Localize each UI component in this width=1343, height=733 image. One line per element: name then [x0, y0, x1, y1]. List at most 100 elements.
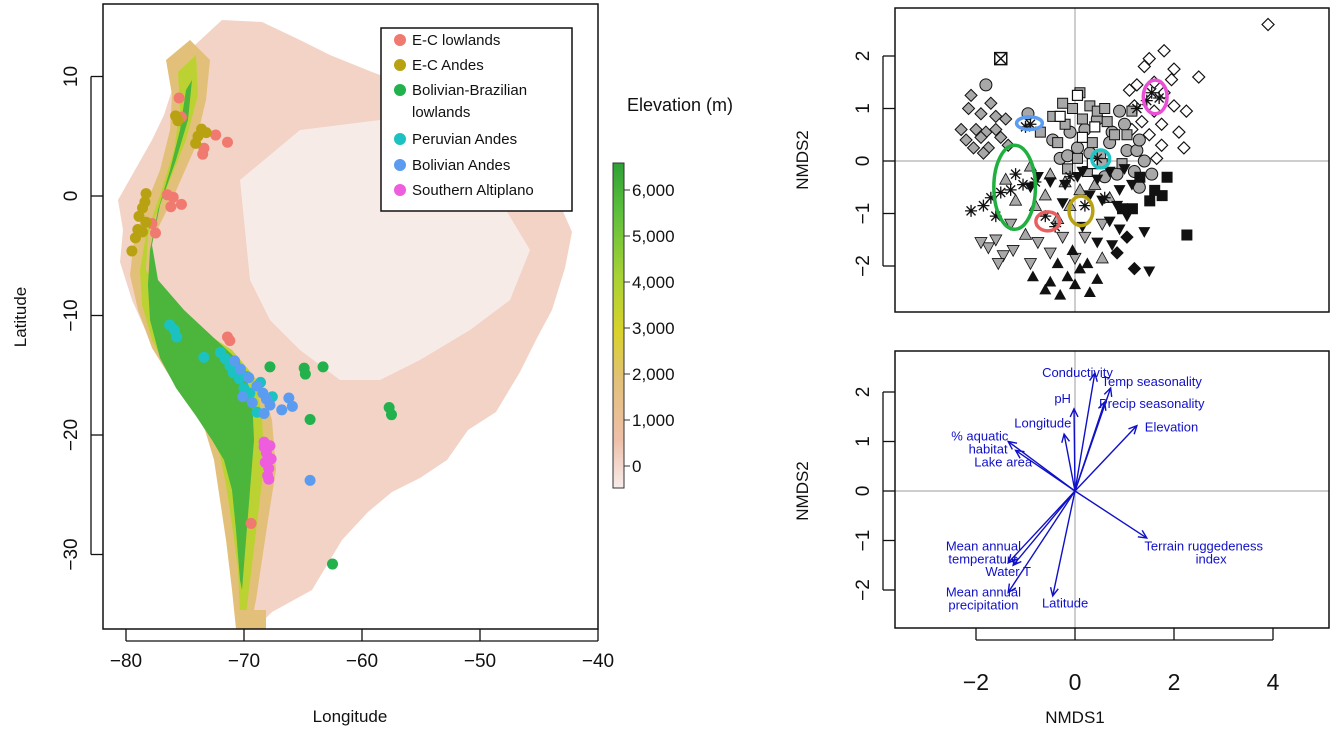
map-point: [304, 474, 316, 486]
env-vector-arrow: [1073, 408, 1076, 492]
site-marker-diamond-gray: [961, 101, 976, 116]
map-point: [197, 148, 209, 160]
site-marker-circle-gray: [1061, 149, 1075, 163]
legend-marker: [394, 59, 406, 71]
env-vector-arrow: [1074, 373, 1096, 492]
map-point: [167, 191, 179, 203]
map-point: [245, 517, 257, 529]
colorbar-gradient: [612, 162, 625, 489]
site-marker-triangle-gray: [1095, 251, 1109, 264]
legend-label: lowlands: [412, 104, 470, 121]
legend-label: E-C lowlands: [412, 32, 500, 49]
site-marker-square-x-cross: [994, 52, 1008, 66]
site-marker-triangle-down-gray: [1006, 245, 1020, 258]
site-marker-triangle-filled: [1091, 273, 1104, 284]
site-marker-diamond-gray: [994, 130, 1008, 145]
map-point: [237, 391, 249, 403]
legend-box: [380, 27, 573, 212]
map-y-tick-label: 10: [61, 66, 82, 87]
site-marker-diamond-gray: [969, 122, 983, 137]
site-marker-square-filled: [1117, 203, 1129, 215]
map-point: [175, 198, 187, 210]
env-vector-label: pH: [1054, 391, 1071, 406]
nmds-sites-panel: 2 1 0 −1 −2 NMDS2: [793, 7, 1330, 313]
site-marker-asterisk: [1145, 86, 1158, 99]
site-marker-asterisk: [1091, 152, 1104, 165]
vectors-y-tick-label: −2: [853, 579, 874, 601]
map-point: [246, 397, 258, 409]
env-vector-label: temperature: [948, 551, 1018, 566]
vectors-x-tick-label: 2: [1168, 669, 1181, 695]
env-vector-label: Conductivity: [1042, 365, 1113, 380]
map-point: [165, 201, 177, 213]
site-marker-diamond-open: [1142, 51, 1157, 66]
map-frame: [102, 3, 599, 630]
sites-y-tick-label: 1: [853, 103, 874, 114]
andes-south-strip: [236, 610, 266, 629]
map-x-tick-label: −80: [110, 651, 142, 672]
site-marker-triangle-down-gray: [1043, 247, 1057, 260]
site-marker-asterisk: [1024, 118, 1037, 131]
colorbar-tick-label: 0: [632, 457, 641, 476]
site-marker-diamond-open: [1167, 62, 1181, 76]
site-marker-circle-gray: [1137, 154, 1151, 168]
map-points: [126, 92, 397, 570]
site-marker-triangle-down-filled: [1113, 224, 1126, 236]
site-marker-triangle-down-filled: [1056, 198, 1069, 209]
map-point: [264, 399, 276, 411]
map-y-tick-label: 0: [61, 191, 82, 202]
map-point: [243, 372, 255, 384]
site-marker-triangle-down-filled: [1103, 166, 1116, 178]
sites-ylabel: NMDS2: [793, 130, 812, 190]
site-marker-triangle-gray: [1038, 188, 1052, 201]
group-ellipse: [1141, 78, 1169, 116]
site-marker-triangle-down-gray: [1055, 231, 1070, 244]
site-marker-asterisk: [1130, 102, 1143, 115]
site-marker-diamond-filled: [1127, 261, 1142, 276]
site-marker-diamond-filled: [1110, 246, 1124, 260]
site-marker-diamond-gray: [964, 88, 978, 103]
map-point: [276, 404, 288, 416]
map-legend: E-C lowlands E-C Andes Bolivian-Brazilian l…: [380, 27, 573, 212]
site-marker-diamond-gray: [989, 122, 1003, 137]
env-vector-label: Mean annual: [946, 584, 1021, 599]
colorbar-title: Elevation (m): [627, 95, 733, 115]
map-point: [137, 226, 149, 238]
site-marker-diamond-open: [1164, 72, 1179, 87]
site-marker-asterisk: [1064, 170, 1077, 183]
env-vector-arrow: [1074, 425, 1138, 492]
site-marker-diamond-filled: [1120, 230, 1134, 244]
site-marker-triangle-filled: [1066, 244, 1079, 256]
env-vector-label: precipitation: [948, 597, 1018, 612]
site-marker-asterisk: [977, 199, 990, 212]
env-vector-label: Longitude: [1014, 416, 1071, 431]
site-points: [954, 17, 1275, 300]
site-marker-triangle-down-filled: [1103, 216, 1116, 228]
site-marker-asterisk: [1153, 92, 1166, 104]
env-vector-label: Lake area: [974, 454, 1033, 469]
site-marker-diamond-open: [1130, 78, 1144, 92]
map-x-tick-label: −60: [346, 651, 378, 672]
site-marker-square-gray: [1052, 137, 1064, 149]
group-ellipse: [1014, 115, 1045, 132]
map-point: [258, 407, 270, 419]
site-marker-asterisk: [989, 210, 1002, 223]
site-marker-triangle-down-filled: [1091, 237, 1104, 249]
elevation-colorbar: Elevation (m) 6,000 5,000 4,000 3,000 2,000 1…: [612, 95, 733, 489]
map-y-tick-label: −20: [61, 419, 82, 451]
site-marker-asterisk: [984, 191, 997, 204]
sites-y-tick-label: 0: [853, 156, 874, 167]
site-marker-square-filled: [1149, 184, 1161, 196]
site-marker-diamond-open: [1149, 151, 1164, 166]
site-marker-diamond-open: [1134, 114, 1149, 129]
site-marker-diamond-open: [1261, 17, 1275, 32]
map-point: [263, 473, 275, 485]
site-marker-triangle-down-filled: [1059, 179, 1072, 191]
legend-label: E-C Andes: [412, 57, 484, 74]
site-marker-diamond-gray: [974, 107, 988, 121]
site-marker-triangle-down-gray: [974, 237, 988, 250]
site-marker-triangle-down-gray: [989, 234, 1003, 247]
map-point: [172, 115, 184, 127]
